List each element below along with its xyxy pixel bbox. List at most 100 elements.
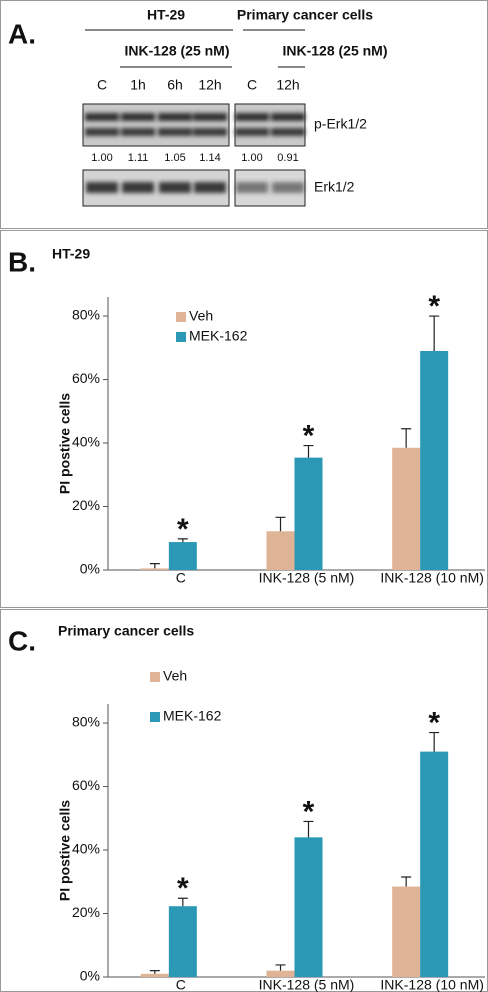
panel-a: A. HT-29 Primary cancer cells INK-128 (2… bbox=[8, 7, 388, 207]
band bbox=[121, 113, 155, 121]
band bbox=[271, 113, 305, 121]
legend-label: Veh bbox=[163, 668, 187, 684]
bar bbox=[420, 751, 449, 977]
y-tick-label: 0% bbox=[80, 968, 100, 984]
quant-label: 1.00 bbox=[91, 152, 112, 164]
error-bar bbox=[149, 970, 160, 974]
error-bar bbox=[177, 897, 188, 907]
blot bbox=[234, 103, 306, 147]
significance: * bbox=[303, 419, 315, 452]
error-bar bbox=[275, 964, 286, 971]
lane-label: C bbox=[247, 77, 257, 93]
bar bbox=[294, 837, 323, 977]
charts: B. HT-29 PI postive cells 0% 20% 40% 60% 80% Veh… bbox=[8, 246, 485, 992]
bar bbox=[266, 531, 295, 570]
band bbox=[271, 128, 305, 136]
significance: * bbox=[428, 290, 440, 323]
band-label: Erk1/2 bbox=[314, 179, 355, 195]
legend-swatch bbox=[150, 672, 160, 682]
significance: * bbox=[428, 706, 440, 739]
lane-label: 1h bbox=[130, 77, 146, 93]
significance: * bbox=[303, 795, 315, 828]
error-bar bbox=[429, 315, 440, 351]
bar bbox=[168, 542, 197, 570]
bar bbox=[420, 350, 449, 570]
bar bbox=[168, 906, 197, 977]
bar bbox=[392, 886, 421, 977]
band bbox=[85, 113, 119, 121]
y-tick-label: 80% bbox=[72, 307, 100, 323]
cell-line: HT-29 bbox=[147, 7, 185, 23]
y-tick-label: 0% bbox=[80, 561, 100, 577]
band bbox=[236, 182, 268, 193]
treatment: INK-128 (25 nM) bbox=[282, 43, 387, 59]
y-tick-label: 40% bbox=[72, 841, 100, 857]
x-tick-label: INK-128 (10 nM) bbox=[380, 570, 483, 586]
lane-label: 12h bbox=[276, 77, 299, 93]
y-axis-label: PI postive cells bbox=[57, 393, 73, 494]
band bbox=[121, 128, 155, 136]
quant-label: 0.91 bbox=[277, 152, 298, 164]
quant-label: 1.00 bbox=[241, 152, 262, 164]
bands bbox=[85, 113, 305, 193]
error-bar bbox=[303, 444, 314, 458]
band bbox=[193, 113, 227, 121]
lane-label: C bbox=[97, 77, 107, 93]
band bbox=[193, 128, 227, 136]
band bbox=[158, 113, 192, 121]
bar bbox=[266, 970, 295, 977]
band bbox=[86, 182, 118, 193]
primary-label: Primary cancer cells bbox=[237, 7, 373, 23]
error-bar bbox=[401, 876, 412, 887]
significance: * bbox=[177, 872, 189, 905]
panel-letter: C. bbox=[8, 625, 36, 656]
lane-label: 6h bbox=[167, 77, 183, 93]
panel-letter: B. bbox=[8, 246, 36, 277]
legend-label: MEK-162 bbox=[189, 328, 248, 344]
band bbox=[194, 182, 226, 193]
legend-swatch bbox=[150, 712, 160, 722]
x-tick-label: C bbox=[176, 977, 186, 992]
band-label: p-Erk1/2 bbox=[314, 116, 367, 132]
error-bar bbox=[177, 538, 188, 543]
lanes: C 1.00 1h 1.11 6h 1.05 12h 1.14 C 1.00 12h 0.91 bbox=[91, 77, 299, 164]
band bbox=[85, 128, 119, 136]
bar bbox=[140, 973, 169, 977]
bar bbox=[140, 568, 169, 570]
blot bbox=[82, 103, 230, 147]
bar bbox=[294, 457, 323, 570]
x-tick-label: INK-128 (5 nM) bbox=[259, 977, 355, 992]
band bbox=[158, 128, 192, 136]
y-axis-label: PI postive cells bbox=[57, 800, 73, 901]
quant-label: 1.05 bbox=[164, 152, 185, 164]
y-tick-label: 20% bbox=[72, 497, 100, 513]
panel-letter: A. bbox=[8, 18, 36, 49]
x-tick-label: C bbox=[176, 570, 186, 586]
error-bar bbox=[275, 516, 286, 532]
legend-swatch bbox=[176, 332, 186, 342]
y-tick-label: 60% bbox=[72, 777, 100, 793]
treatment: INK-128 (25 nM) bbox=[124, 43, 229, 59]
chart-title: HT-29 bbox=[52, 246, 90, 262]
significance: * bbox=[177, 513, 189, 546]
band bbox=[235, 128, 269, 136]
legend-label: MEK-162 bbox=[163, 708, 222, 724]
band bbox=[122, 182, 154, 193]
x-tick-label: INK-128 (10 nM) bbox=[380, 977, 483, 992]
lane-label: 12h bbox=[198, 77, 221, 93]
y-tick-label: 20% bbox=[72, 904, 100, 920]
y-tick-label: 80% bbox=[72, 714, 100, 730]
error-bar bbox=[429, 731, 440, 752]
quant-label: 1.14 bbox=[199, 152, 220, 164]
legend-swatch bbox=[176, 312, 186, 322]
error-bar bbox=[149, 563, 160, 569]
bar bbox=[392, 447, 421, 570]
quant-label: 1.11 bbox=[128, 152, 149, 164]
band bbox=[159, 182, 191, 193]
error-bar bbox=[303, 820, 314, 838]
y-tick-label: 60% bbox=[72, 370, 100, 386]
error-bar bbox=[401, 428, 412, 448]
chart-title: Primary cancer cells bbox=[58, 623, 194, 639]
legend-label: Veh bbox=[189, 308, 213, 324]
